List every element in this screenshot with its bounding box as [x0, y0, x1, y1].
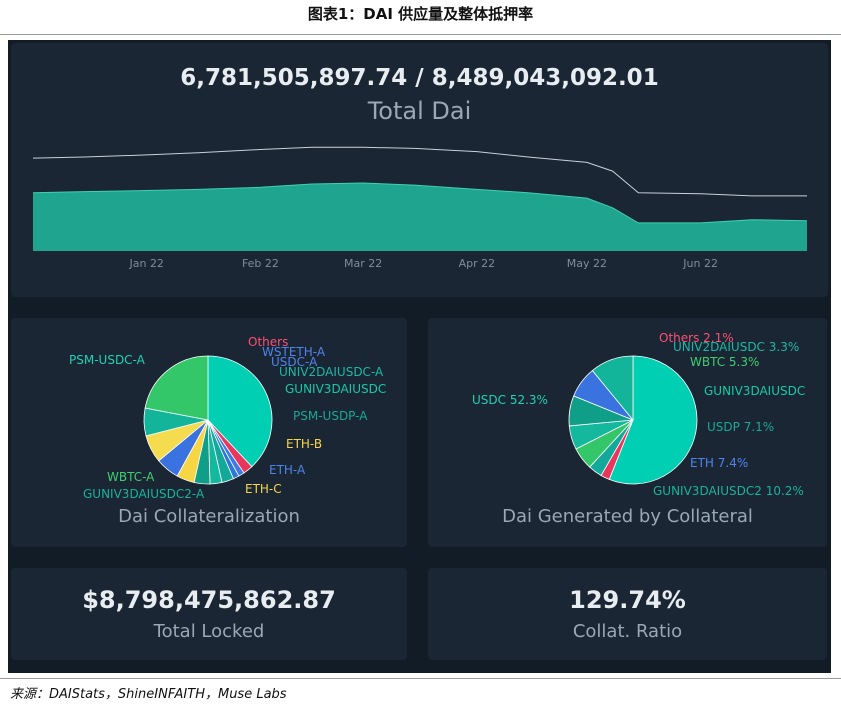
pie-label: Others — [248, 335, 288, 349]
pie-slice — [608, 355, 698, 485]
figure-title: 图表1：DAI 供应量及整体抵押率 — [307, 5, 534, 23]
generated-pie-chart: USDC 52.3% Others 2.1%UNIV2DAIUSDC 3.3%WB… — [472, 331, 805, 498]
locked-card: $8,798,475,862.87 Total Locked — [11, 568, 407, 660]
pie-label: ETH-A — [269, 463, 306, 477]
locked-value: $8,798,475,862.87 — [82, 586, 336, 614]
pie-label: USDC 52.3% — [472, 393, 548, 407]
pie-label: ETH-B — [286, 437, 322, 451]
collateralization-pie-chart: PSM-USDC-A OthersWSTETH-AUSDC-AUNIV2DAIUS… — [69, 335, 386, 501]
pie-label: PSM-USDC-A — [69, 353, 146, 367]
pie-label: PSM-USDP-A — [293, 409, 368, 423]
ceiling-line — [32, 146, 807, 197]
x-tick-label: Jan 22 — [128, 257, 163, 270]
pie-label: WBTC 5.3% — [690, 355, 759, 369]
pie-label: Others 2.1% — [659, 331, 734, 345]
x-tick-label: May 22 — [567, 257, 607, 270]
ratio-label: Collat. Ratio — [572, 621, 683, 642]
pie-slice — [207, 355, 273, 468]
locked-label: Total Locked — [153, 621, 265, 642]
pie-label: USDP 7.1% — [707, 420, 774, 434]
collateralization-label: Dai Collateralization — [118, 506, 300, 527]
supply-area — [33, 183, 807, 251]
pie-label: GUNIV3DAIUSDC2-A — [83, 487, 205, 501]
generated-label: Dai Generated by Collateral — [502, 506, 753, 527]
pie-label: UNIV2DAIUSDC-A — [279, 365, 384, 379]
pie-slice — [591, 355, 634, 422]
pie-label: GUNIV3DAIUSDC — [704, 384, 805, 398]
supply-area-chart: Jan 22 Feb 22 Mar 22 Apr 22 May 22 Jun 22 — [32, 146, 808, 270]
supply-value: 6,781,505,897.74 / 8,489,043,092.01 — [180, 65, 659, 91]
pie-label: ETH-C — [245, 482, 282, 496]
pie-label: WSTETH-A — [262, 345, 326, 359]
pie-label: GUNIV3DAIUSDC2 10.2% — [653, 484, 804, 498]
x-tick-label: Feb 22 — [242, 257, 279, 270]
pie-label: USDC-A — [271, 355, 318, 369]
pie-label: GUNIV3DAIUSDC — [285, 382, 386, 396]
pie-slice — [144, 355, 209, 421]
pie-label: ETH 7.4% — [690, 456, 748, 470]
x-tick-label: Apr 22 — [459, 257, 496, 270]
title-rule — [0, 34, 841, 35]
generated-card: USDC 52.3% Others 2.1% UNIV2DAIUSDC 3.3% WB… — [428, 318, 827, 547]
ratio-value: 129.74% — [569, 586, 686, 614]
source-rule — [0, 678, 841, 679]
x-tick-label: Jun 22 — [682, 257, 718, 270]
supply-label: Total Dai — [367, 97, 472, 125]
x-tick-label: Mar 22 — [344, 257, 382, 270]
supply-area-edge — [32, 182, 808, 224]
collateralization-card: PSM-USDC-A Others WSTETH-A USDC-A UNIV2DAIUS… — [11, 318, 407, 547]
ratio-card: 129.74% Collat. Ratio — [428, 568, 827, 660]
pie-label: WBTC-A — [107, 470, 155, 484]
pie-label: UNIV2DAIUSDC 3.3% — [673, 340, 799, 354]
dashboard: 6,781,505,897.74 / 8,489,043,092.01 Tota… — [8, 40, 831, 673]
supply-card: 6,781,505,897.74 / 8,489,043,092.01 Tota… — [11, 43, 828, 297]
source-note: 来源：DAIStats，ShineINFAITH，Muse Labs — [10, 687, 287, 702]
